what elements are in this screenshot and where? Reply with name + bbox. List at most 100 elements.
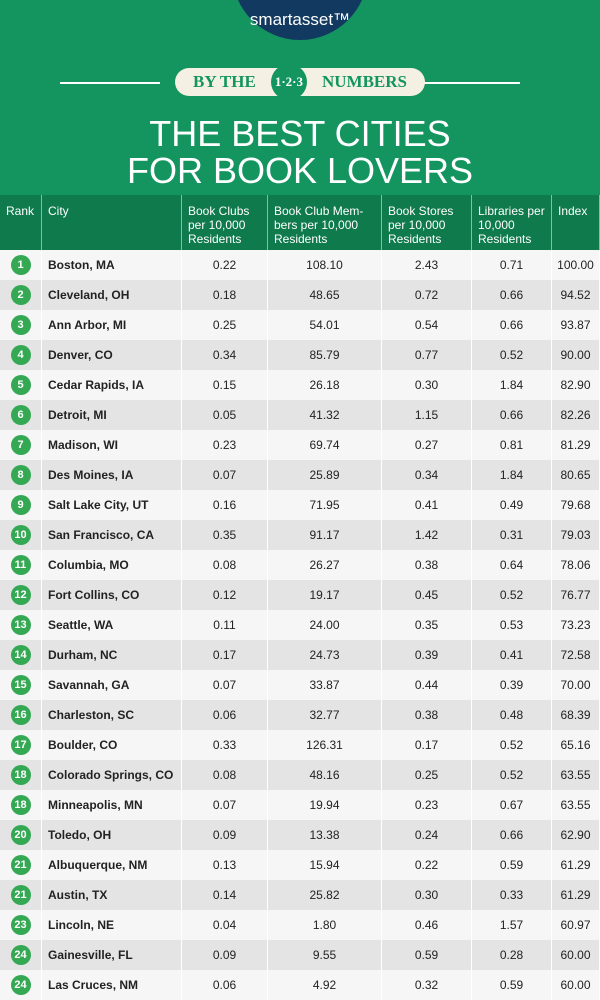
- rank-cell: 17: [0, 730, 42, 760]
- table-body: 1 Boston, MA 0.22 108.10 2.43 0.71 100.00 2 Clev…: [0, 250, 600, 1000]
- value-cell: 69.74: [268, 430, 382, 460]
- logo: smartasset™: [232, 0, 368, 40]
- value-cell: 61.29: [552, 850, 600, 880]
- value-cell: 15.94: [268, 850, 382, 880]
- table-row: 5 Cedar Rapids, IA 0.15 26.18 0.30 1.84 82.90: [0, 370, 600, 400]
- rank-cell: 7: [0, 430, 42, 460]
- value-cell: 0.13: [182, 850, 268, 880]
- value-cell: 0.07: [182, 790, 268, 820]
- value-cell: 0.23: [182, 430, 268, 460]
- value-cell: 68.39: [552, 700, 600, 730]
- value-cell: 71.95: [268, 490, 382, 520]
- title-line: FOR BOOK LOVERS: [126, 150, 474, 191]
- rank-cell: 13: [0, 610, 42, 640]
- table-header: Rank City Book Clubs per 10,000 Residents B…: [0, 195, 600, 250]
- value-cell: 0.52: [472, 730, 552, 760]
- value-cell: 81.29: [552, 430, 600, 460]
- value-cell: 0.44: [382, 670, 472, 700]
- value-cell: 0.32: [382, 970, 472, 1000]
- column-header: City: [42, 195, 182, 250]
- table-row: 6 Detroit, MI 0.05 41.32 1.15 0.66 82.26: [0, 400, 600, 430]
- rank-cell: 11: [0, 550, 42, 580]
- value-cell: 1.42: [382, 520, 472, 550]
- value-cell: 61.29: [552, 880, 600, 910]
- title-line: THE BEST CITIES: [149, 113, 451, 154]
- value-cell: 0.54: [382, 310, 472, 340]
- column-header: Index: [552, 195, 600, 250]
- value-cell: 13.38: [268, 820, 382, 850]
- value-cell: 94.52: [552, 280, 600, 310]
- value-cell: 33.87: [268, 670, 382, 700]
- value-cell: 0.07: [182, 670, 268, 700]
- table-row: 11 Columbia, MO 0.08 26.27 0.38 0.64 78.06: [0, 550, 600, 580]
- value-cell: 0.04: [182, 910, 268, 940]
- rank-badge: 11: [10, 555, 31, 575]
- city-cell: Gainesville, FL: [42, 940, 182, 970]
- value-cell: 25.89: [268, 460, 382, 490]
- city-cell: Lincoln, NE: [42, 910, 182, 940]
- table-row: 18 Minneapolis, MN 0.07 19.94 0.23 0.67 63.55: [0, 790, 600, 820]
- city-cell: Minneapolis, MN: [42, 790, 182, 820]
- value-cell: 126.31: [268, 730, 382, 760]
- rank-badge: 3: [10, 315, 31, 335]
- city-cell: Ann Arbor, MI: [42, 310, 182, 340]
- table-row: 23 Lincoln, NE 0.04 1.80 0.46 1.57 60.97: [0, 910, 600, 940]
- rank-cell: 21: [0, 850, 42, 880]
- city-cell: Toledo, OH: [42, 820, 182, 850]
- table-row: 21 Albuquerque, NM 0.13 15.94 0.22 0.59 61.29: [0, 850, 600, 880]
- value-cell: 0.30: [382, 370, 472, 400]
- value-cell: 1.84: [472, 370, 552, 400]
- rule: [420, 82, 520, 84]
- value-cell: 26.18: [268, 370, 382, 400]
- rank-cell: 9: [0, 490, 42, 520]
- rank-badge: 12: [10, 585, 31, 605]
- value-cell: 0.72: [382, 280, 472, 310]
- city-cell: Austin, TX: [42, 880, 182, 910]
- value-cell: 0.35: [182, 520, 268, 550]
- city-cell: Denver, CO: [42, 340, 182, 370]
- value-cell: 0.39: [382, 640, 472, 670]
- badge-left: BY THE: [193, 72, 256, 91]
- value-cell: 0.52: [472, 760, 552, 790]
- rank-badge: 4: [10, 345, 31, 365]
- value-cell: 0.71: [472, 250, 552, 280]
- value-cell: 0.59: [472, 970, 552, 1000]
- value-cell: 63.55: [552, 790, 600, 820]
- column-header: Book Club Mem-bers per 10,000 Residents: [268, 195, 382, 250]
- rank-badge: 23: [10, 915, 31, 935]
- rank-badge: 17: [10, 735, 31, 755]
- value-cell: 85.79: [268, 340, 382, 370]
- value-cell: 0.49: [472, 490, 552, 520]
- value-cell: 76.77: [552, 580, 600, 610]
- table-row: 12 Fort Collins, CO 0.12 19.17 0.45 0.52 76.77: [0, 580, 600, 610]
- rule: [60, 82, 160, 84]
- rank-badge: 15: [10, 675, 31, 695]
- value-cell: 41.32: [268, 400, 382, 430]
- rank-cell: 16: [0, 700, 42, 730]
- value-cell: 0.07: [182, 460, 268, 490]
- value-cell: 48.65: [268, 280, 382, 310]
- table-row: 17 Boulder, CO 0.33 126.31 0.17 0.52 65.16: [0, 730, 600, 760]
- value-cell: 0.64: [472, 550, 552, 580]
- value-cell: 0.81: [472, 430, 552, 460]
- value-cell: 19.17: [268, 580, 382, 610]
- rank-cell: 15: [0, 670, 42, 700]
- rank-cell: 24: [0, 940, 42, 970]
- badge-right: NUMBERS: [321, 72, 407, 91]
- table-row: 14 Durham, NC 0.17 24.73 0.39 0.41 72.58: [0, 640, 600, 670]
- rank-badge: 18: [10, 795, 31, 815]
- value-cell: 24.73: [268, 640, 382, 670]
- table-row: 20 Toledo, OH 0.09 13.38 0.24 0.66 62.90: [0, 820, 600, 850]
- value-cell: 0.52: [472, 340, 552, 370]
- badge-pill: BY THE 1·2·3 NUMBERS: [175, 64, 425, 100]
- value-cell: 0.59: [382, 940, 472, 970]
- value-cell: 0.18: [182, 280, 268, 310]
- column-header: Rank: [0, 195, 42, 250]
- value-cell: 0.09: [182, 940, 268, 970]
- badge: BY THE 1·2·3 NUMBERS: [0, 64, 600, 100]
- value-cell: 93.87: [552, 310, 600, 340]
- city-cell: Fort Collins, CO: [42, 580, 182, 610]
- value-cell: 0.14: [182, 880, 268, 910]
- value-cell: 0.22: [182, 250, 268, 280]
